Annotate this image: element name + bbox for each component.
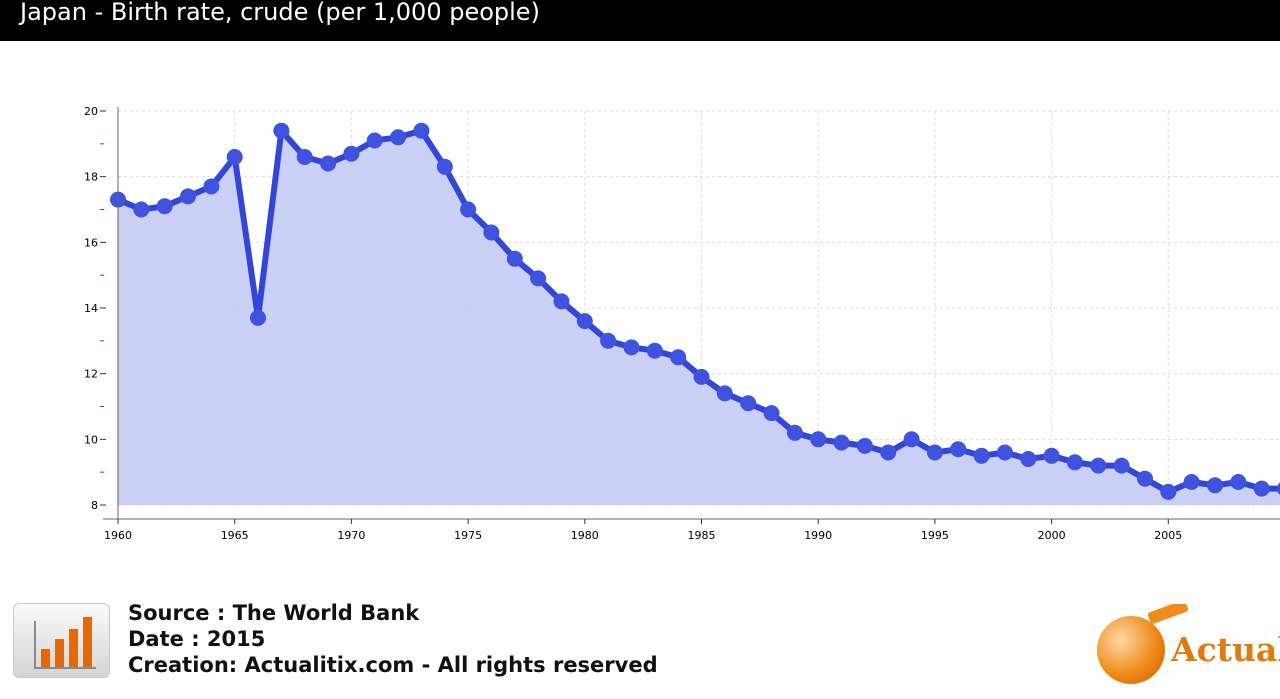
- data-point: [646, 342, 663, 359]
- data-point: [786, 424, 803, 441]
- creation-text: Creation: Actualitix.com - All rights re…: [128, 653, 658, 677]
- y-tick-label: 18: [84, 171, 98, 184]
- data-point: [390, 129, 407, 146]
- data-point: [576, 313, 593, 330]
- data-point: [1183, 474, 1200, 490]
- data-point: [180, 188, 196, 205]
- data-point: [483, 224, 500, 241]
- x-tick-label: 1975: [454, 529, 482, 542]
- y-tick-label: 20: [84, 105, 98, 118]
- source-text: Source : The World Bank: [128, 601, 420, 625]
- data-point: [133, 201, 150, 218]
- y-tick-label: 14: [84, 302, 98, 315]
- data-point: [1090, 457, 1107, 474]
- data-point: [810, 431, 827, 448]
- x-tick-label: 2005: [1154, 529, 1182, 542]
- data-point: [856, 437, 873, 454]
- data-point: [926, 444, 943, 461]
- data-point: [950, 441, 967, 458]
- globe-icon: [1097, 616, 1165, 684]
- data-point: [716, 385, 733, 402]
- x-axis-ticks: 1960 1965 1970 1975 1980 1985 1990 1995 2000 2005…: [104, 519, 1182, 542]
- data-point: [296, 149, 313, 165]
- data-point: [1020, 451, 1037, 467]
- data-point: [250, 309, 266, 326]
- data-point: [623, 339, 640, 356]
- data-point: [1230, 474, 1247, 490]
- data-points: [110, 122, 1280, 500]
- logo-text: Actual: [1171, 630, 1280, 669]
- x-tick-label: 1965: [221, 529, 249, 542]
- chart-icon: [13, 603, 110, 678]
- data-point: [1043, 447, 1060, 464]
- data-point: [763, 405, 780, 422]
- date-text: Date : 2015: [128, 627, 266, 651]
- x-tick-label: 1985: [688, 529, 716, 542]
- plug-icon: [1147, 604, 1189, 625]
- data-point: [973, 447, 990, 464]
- data-point: [553, 293, 570, 310]
- data-point: [366, 132, 383, 149]
- data-point: [413, 122, 430, 139]
- data-point: [226, 149, 243, 165]
- chart-title: Japan - Birth rate, crude (per 1,000 peo…: [20, 0, 540, 26]
- actualitix-logo: Actual: [1093, 604, 1280, 690]
- data-point: [600, 332, 617, 349]
- data-point: [460, 201, 477, 218]
- y-tick-label: 10: [84, 433, 98, 446]
- data-point: [1137, 470, 1153, 487]
- data-point: [1066, 454, 1083, 471]
- data-point: [1207, 477, 1223, 494]
- data-point: [1113, 457, 1130, 474]
- y-tick-label: 16: [84, 236, 98, 249]
- data-point: [506, 250, 523, 267]
- footer-credits: Source : The World Bank Date : 2015 Crea…: [128, 600, 658, 678]
- data-point: [1277, 482, 1280, 495]
- y-tick-label: 8: [91, 499, 98, 512]
- data-point: [156, 198, 173, 215]
- x-tick-label: 1980: [571, 529, 599, 542]
- data-point: [273, 122, 290, 139]
- data-point: [880, 444, 897, 461]
- data-point: [320, 155, 337, 172]
- data-point: [740, 395, 757, 412]
- data-point: [343, 145, 360, 162]
- data-point: [903, 431, 920, 448]
- x-tick-label: 1990: [804, 529, 832, 542]
- x-tick-label: 2000: [1038, 529, 1066, 542]
- data-point: [436, 158, 453, 175]
- data-point: [693, 368, 710, 385]
- y-tick-label: 12: [84, 368, 98, 381]
- data-point: [203, 178, 220, 195]
- data-point: [670, 349, 687, 366]
- data-point: [530, 270, 547, 287]
- data-point: [1253, 480, 1270, 497]
- x-tick-label: 1995: [921, 529, 949, 542]
- data-point: [996, 444, 1013, 461]
- title-bar: Japan - Birth rate, crude (per 1,000 peo…: [0, 0, 1280, 41]
- data-point: [833, 434, 850, 451]
- y-axis-ticks: 20 18 16 14 12 10 8: [84, 105, 106, 512]
- x-tick-label: 1970: [337, 529, 365, 542]
- data-point: [1160, 483, 1177, 500]
- axes: [100, 107, 1280, 520]
- area-fill: [118, 130, 1280, 505]
- x-tick-label: 1960: [104, 529, 132, 542]
